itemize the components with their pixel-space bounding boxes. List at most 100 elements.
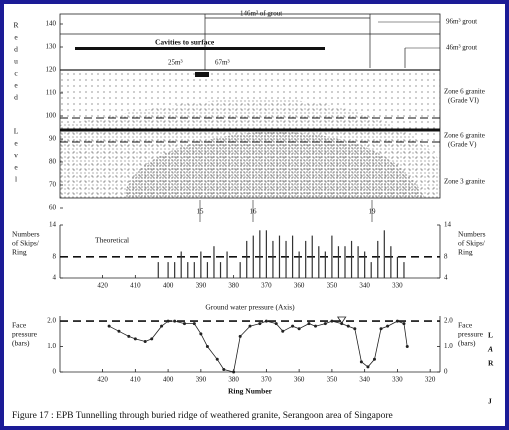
skip-bar	[226, 251, 228, 278]
cavity-label: 67m³	[215, 59, 230, 67]
cavities-label: Cavities to surface	[155, 38, 215, 47]
x-tick-label: 420	[97, 376, 108, 384]
skip-bar	[219, 262, 222, 278]
ring-marker: 16	[250, 208, 258, 216]
x-tick-label: 400	[163, 376, 174, 384]
skip-bar	[324, 251, 326, 278]
elevation-axis-label: u	[14, 57, 18, 66]
zone-label: (Grade VI)	[448, 97, 479, 105]
elevation-tick-label: 100	[46, 112, 57, 120]
elevation-tick-label: 80	[49, 158, 57, 166]
y2-axis-label: (bars)	[458, 339, 476, 348]
x-tick-label: 370	[261, 376, 272, 384]
elevation-axis-label: v	[14, 151, 18, 160]
skip-bar	[291, 235, 294, 278]
pressure-point	[405, 345, 409, 349]
skip-bar	[239, 262, 241, 278]
skip-bar	[298, 251, 300, 278]
y2-tick-label: 14	[444, 221, 452, 229]
zone-label: (Grade V)	[448, 141, 477, 149]
x-tick-label: 380	[228, 282, 239, 290]
skip-bar	[246, 240, 248, 278]
ring-marker: 19	[369, 208, 377, 216]
cavity-bar	[75, 47, 325, 50]
skip-bar	[193, 262, 195, 278]
skip-bar	[377, 240, 379, 278]
zone-label: Zone 6 granite	[444, 88, 485, 96]
y2-tick-label: 2.0	[444, 317, 453, 325]
chart-title: Ground water pressure (Axis)	[205, 303, 295, 312]
y-axis-label: Face	[12, 321, 27, 330]
y2-tick-label: 4	[444, 274, 448, 282]
skip-bar	[265, 230, 267, 278]
elevation-tick-label: 70	[49, 181, 57, 189]
elevation-axis-label: e	[14, 81, 18, 90]
y2-axis-label: Face	[458, 321, 473, 330]
elevation-tick-label: 90	[49, 135, 57, 143]
x-tick-label: 340	[359, 282, 370, 290]
y-axis-label: Ring	[12, 248, 27, 257]
x-axis-label: Ring Number	[228, 387, 273, 396]
x-tick-label: 410	[130, 282, 141, 290]
ring-marker: 15	[197, 208, 205, 216]
skip-bar	[331, 235, 333, 278]
x-tick-label: 340	[359, 376, 370, 384]
skip-bar	[200, 251, 202, 278]
y2-tick-label: 8	[444, 252, 448, 260]
x-tick-label: 420	[97, 282, 108, 290]
elevation-tick-label: 130	[46, 43, 57, 51]
y-axis-label: (bars)	[12, 339, 30, 348]
y2-tick-label: 0	[444, 368, 448, 376]
elevation-axis-label: e	[14, 33, 18, 42]
skip-bar	[337, 246, 340, 278]
x-tick-label: 380	[228, 376, 239, 384]
edge-fragment: J	[488, 397, 492, 406]
elevation-tick-label: 120	[46, 66, 57, 74]
skip-bar	[278, 235, 281, 278]
zone-label: Zone 6 granite	[444, 132, 485, 140]
skip-bar	[364, 251, 366, 278]
x-tick-label: 320	[425, 376, 436, 384]
y-axis-label: of Skips/	[12, 239, 40, 248]
skip-bar	[390, 246, 392, 278]
elevation-axis-label: L	[14, 127, 19, 136]
grout-label: 46m³ grout	[446, 44, 477, 52]
skip-bar	[167, 262, 169, 278]
elevation-axis-label: l	[15, 175, 17, 184]
skip-bar	[350, 240, 353, 278]
elevation-axis-label: R	[13, 21, 18, 30]
elevation-axis-label: e	[14, 139, 18, 148]
skip-bar	[318, 246, 320, 278]
y-tick-label: 4	[53, 274, 57, 282]
cavity	[195, 72, 209, 77]
y-tick-label: 2.0	[47, 317, 56, 325]
x-tick-label: 370	[261, 282, 272, 290]
x-tick-label: 400	[163, 282, 174, 290]
skip-bar	[187, 262, 189, 278]
skip-bar	[259, 230, 261, 278]
x-tick-label: 390	[196, 376, 207, 384]
y2-axis-label: Numbers	[458, 230, 486, 239]
y2-axis-label: pressure	[458, 330, 484, 339]
y2-axis-label: of Skips/	[458, 239, 486, 248]
x-tick-label: 330	[392, 376, 403, 384]
skip-bar	[383, 230, 385, 278]
elevation-axis-label: c	[14, 69, 18, 78]
y-axis-label: pressure	[12, 330, 38, 339]
y-tick-label: 1.0	[47, 342, 56, 350]
cavity-label: 25m³	[168, 59, 183, 67]
skip-bar	[206, 262, 209, 278]
x-tick-label: 350	[327, 282, 338, 290]
skip-bar	[180, 251, 182, 278]
water-table-symbol	[336, 316, 347, 324]
zone-label: Zone 3 granite	[444, 178, 485, 186]
skip-bar	[285, 240, 287, 278]
edge-fragment: A	[487, 345, 493, 354]
cross-section	[59, 13, 441, 222]
skip-bar	[252, 235, 254, 278]
skip-bar	[344, 246, 346, 278]
y-axis-label: Numbers	[12, 230, 40, 239]
skip-bar	[311, 235, 313, 278]
elevation-tick-label: 110	[46, 89, 57, 97]
